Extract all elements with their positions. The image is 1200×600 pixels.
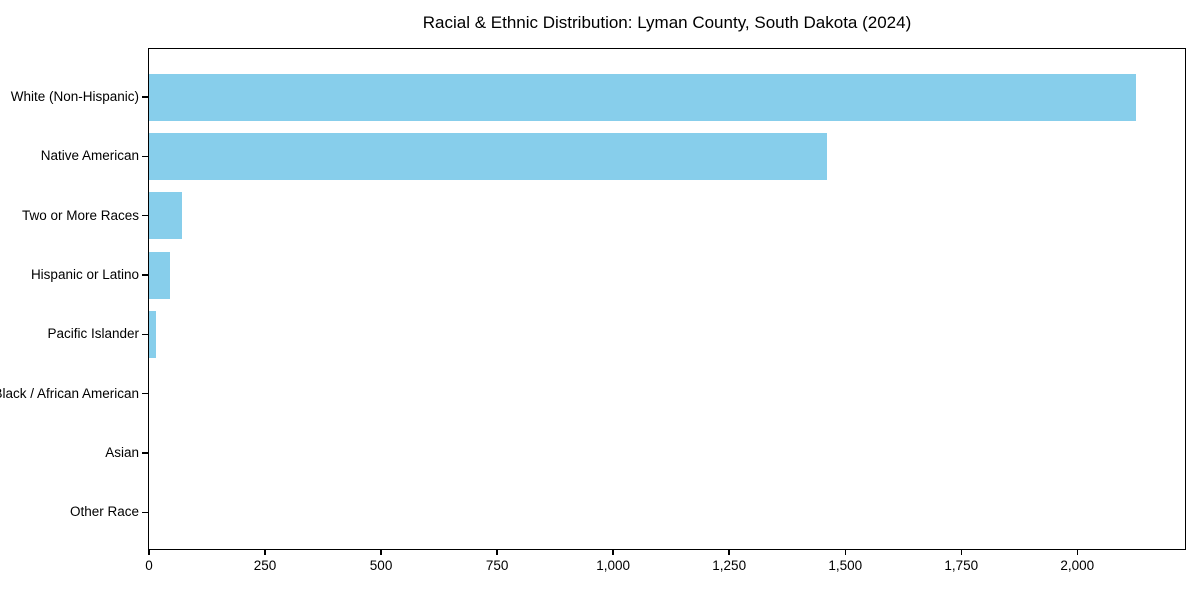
x-tick <box>496 549 498 555</box>
chart-title: Racial & Ethnic Distribution: Lyman Coun… <box>422 13 912 32</box>
plot-area: White (Non-Hispanic) Native American Two o… <box>0 48 1186 573</box>
category-label: Two or More Races <box>21 207 139 223</box>
x-tick-label: 500 <box>369 558 393 573</box>
y-tick <box>142 333 148 336</box>
bar <box>149 310 156 358</box>
x-tick <box>612 549 614 555</box>
x-tick <box>728 549 730 555</box>
x-tick-label: 1,500 <box>828 558 863 573</box>
x-tick <box>1076 549 1078 555</box>
x-tick-label: 0 <box>145 558 153 573</box>
x-tick-label: 750 <box>485 558 509 573</box>
y-tick <box>142 393 148 395</box>
x-tick <box>960 549 962 555</box>
category-label: Hispanic or Latino <box>30 267 139 283</box>
y-tick <box>142 155 148 158</box>
bar <box>149 251 170 299</box>
category-label: Asian <box>105 445 139 461</box>
x-tick-label: 1,250 <box>712 558 747 573</box>
y-tick <box>142 452 148 454</box>
category-label: White (Non-Hispanic) <box>10 89 139 104</box>
x-tick-label: 2,000 <box>1060 558 1095 573</box>
x-tick <box>844 549 846 555</box>
bar <box>149 73 1137 121</box>
category-label: Other Race <box>69 504 139 520</box>
x-tick-label: 1,750 <box>944 558 979 573</box>
x-tick <box>148 549 150 555</box>
y-tick <box>142 96 148 98</box>
x-tick-label: 1,000 <box>596 558 631 573</box>
y-tick <box>142 215 148 217</box>
category-label: Pacific Islander <box>47 326 139 342</box>
bar <box>149 132 828 180</box>
y-tick <box>142 511 148 514</box>
bar <box>149 192 183 240</box>
x-tick-label: 250 <box>253 558 277 573</box>
x-tick <box>380 549 382 555</box>
category-label: Black / African American <box>0 385 139 401</box>
y-tick <box>142 274 148 276</box>
category-label: Native American <box>40 148 139 164</box>
x-tick <box>264 549 266 555</box>
